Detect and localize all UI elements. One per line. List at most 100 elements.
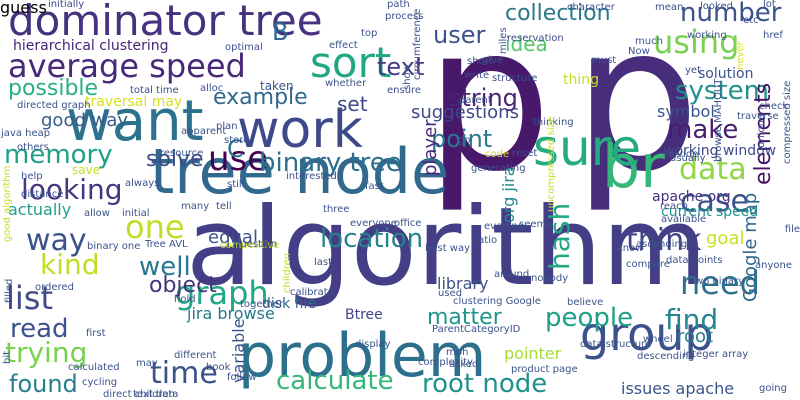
word-issues-apache: issues apache	[621, 379, 735, 398]
word-write: write	[464, 70, 490, 81]
word-graph: graph	[175, 274, 269, 312]
word-java-heap: java heap	[1, 128, 51, 139]
word-work: work	[237, 100, 363, 160]
word-plan: plan	[216, 121, 238, 132]
word-etc: etc	[743, 15, 759, 26]
word-way: way	[26, 223, 87, 258]
word-browse-mahout: browse MAHOUT	[713, 78, 724, 162]
word-hash: hash	[543, 202, 576, 270]
word-reservation: reservation	[507, 33, 564, 44]
word-top: top	[361, 28, 378, 39]
word-divide: divide	[668, 149, 699, 160]
word-mean: mean	[655, 2, 684, 13]
word-check: check	[759, 101, 789, 112]
word-usually: usually	[670, 153, 706, 164]
word-taken: taken	[260, 79, 294, 93]
word-user: user	[433, 21, 486, 49]
word-many: many	[181, 201, 210, 212]
word-good-algorithm: good algorithm	[2, 165, 13, 242]
word-set: set	[337, 92, 368, 116]
word-number: number	[680, 0, 782, 28]
word-btree: Btree	[345, 307, 383, 323]
word-reset: reset	[512, 148, 538, 159]
word-resource: resource	[160, 148, 204, 159]
word-p-large-2: p	[573, 0, 700, 216]
word-book: book	[206, 362, 231, 373]
word-collection: collection	[505, 1, 611, 26]
word-one: one	[125, 208, 185, 246]
word-calibrate: calibrate	[290, 287, 334, 298]
word-never: never	[735, 41, 746, 70]
word-player: player	[420, 119, 441, 176]
word-need: need	[680, 264, 760, 302]
word-thing: thing	[563, 72, 600, 88]
word-make: make	[667, 115, 739, 145]
word-asked: asked	[449, 359, 479, 370]
word-descending: descending	[637, 351, 695, 362]
word-looking: looking	[21, 173, 123, 206]
word-b: B	[272, 18, 289, 46]
word-data-structure: data structure	[580, 339, 652, 350]
word-text-data: text data	[133, 389, 179, 400]
word-help: help	[21, 171, 43, 182]
word-distance: distance	[21, 189, 64, 200]
word-around: around	[494, 269, 530, 280]
word-working: working	[687, 30, 727, 41]
word-string: string	[449, 84, 518, 112]
word-tree-node: tree node	[150, 135, 450, 208]
word-initially: initially	[48, 0, 85, 10]
word-root: root	[677, 326, 714, 347]
word-data-points: data points	[666, 255, 723, 266]
word-well: well	[139, 252, 191, 282]
word-object: object	[149, 273, 217, 298]
word-now: Now	[628, 46, 650, 57]
word-library: library	[437, 274, 489, 293]
word-total-time: total time	[130, 85, 179, 96]
word-tell: tell	[216, 201, 232, 212]
word-want: want	[66, 89, 204, 154]
word-location: location	[320, 224, 424, 254]
word-symbol: symbol	[657, 102, 715, 121]
word-dominator-tree: dominator tree	[8, 0, 323, 45]
word-ordered: ordered	[35, 282, 74, 293]
word-much: much	[635, 36, 663, 47]
word-direct-children: direct children	[103, 389, 175, 400]
word-traversal-may: traversal may	[85, 94, 183, 110]
word-effect: effect	[329, 40, 358, 51]
word-optimal: optimal	[225, 42, 263, 53]
word-structure: structure	[492, 73, 538, 84]
word-think: think	[626, 223, 702, 258]
word-kind: kind	[40, 248, 100, 281]
word-believe: believe	[567, 297, 604, 308]
word-href: href	[763, 30, 783, 41]
word-complexity: complexity	[418, 357, 473, 368]
word-example: example	[213, 85, 308, 110]
word-going: going	[759, 383, 787, 394]
word-competitive: competitive	[220, 240, 280, 251]
word-always: always	[125, 178, 160, 189]
word-cycling: cycling	[82, 377, 118, 388]
word-list: list	[6, 279, 53, 317]
word-process: process	[385, 11, 424, 22]
word-c: C	[227, 135, 244, 163]
word-unique: unique	[756, 113, 767, 148]
word-reach: reach	[660, 201, 689, 212]
word-filled: filled	[4, 278, 15, 303]
word-yet: yet	[685, 65, 701, 76]
word-mph: mph	[446, 347, 469, 358]
word-together: together	[240, 299, 284, 310]
word-trying: trying	[5, 336, 88, 369]
word-last: last	[314, 257, 333, 268]
word-root-node: root node	[422, 369, 548, 399]
word-fast: fast	[365, 181, 384, 192]
word-bit: bit	[2, 350, 13, 364]
word-uncompressed-size: uncompressed size	[546, 116, 557, 212]
word-know: know	[617, 243, 644, 254]
word-jira-browse: jira browse	[187, 304, 275, 323]
word-compare: compare	[626, 259, 670, 270]
word-people: people	[545, 303, 634, 333]
word-everyone: everyone	[350, 218, 397, 229]
word-best-way: best way	[425, 243, 471, 254]
word-looked: looked	[700, 1, 733, 12]
word-memory: memory	[4, 140, 113, 170]
